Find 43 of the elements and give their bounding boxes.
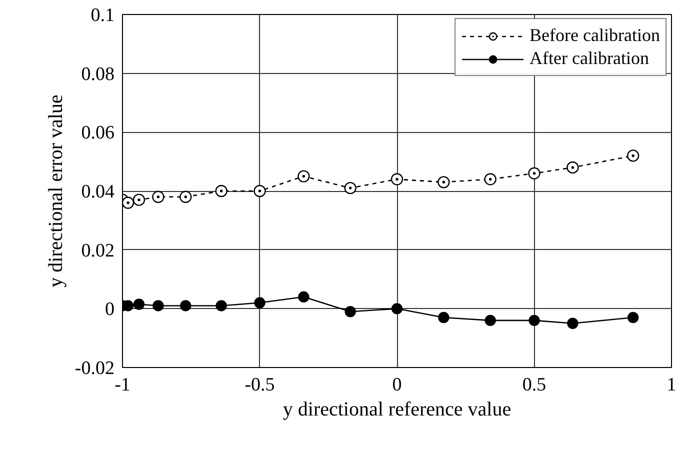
y-tick-label: 0.1 xyxy=(90,5,114,26)
point xyxy=(484,314,496,326)
y-tick-label: 0.04 xyxy=(81,182,115,202)
x-tick-label: -0.5 xyxy=(244,374,275,396)
point xyxy=(567,318,578,329)
point xyxy=(528,314,540,326)
y-axis-title: y directional error value xyxy=(44,94,67,288)
x-axis-title: y directional reference value xyxy=(282,398,512,420)
point xyxy=(528,167,540,180)
point xyxy=(122,196,134,209)
point xyxy=(152,190,164,203)
y-tick-label: 0 xyxy=(105,299,114,320)
point xyxy=(133,298,145,310)
legend-label: After calibration xyxy=(530,48,649,69)
y-tick-label: 0.08 xyxy=(81,64,114,85)
point xyxy=(215,184,228,198)
x-tick-label: 0.5 xyxy=(522,374,546,396)
y-tick-label: 0.06 xyxy=(81,122,114,144)
x-tick-label: 0 xyxy=(392,374,402,396)
point xyxy=(254,297,266,308)
y-tick-label: -0.02 xyxy=(74,358,114,379)
point xyxy=(344,182,356,194)
point xyxy=(152,300,164,312)
point xyxy=(180,300,192,312)
y-tick-label: 0.02 xyxy=(81,240,114,262)
point xyxy=(438,312,450,324)
x-tick-label: -1 xyxy=(114,374,130,396)
point xyxy=(180,190,192,203)
point xyxy=(298,291,310,302)
x-tick-label: 1 xyxy=(666,374,676,396)
point xyxy=(626,150,640,162)
point xyxy=(344,306,356,318)
point xyxy=(484,173,496,186)
point xyxy=(132,194,146,206)
legend-label: Before calibration xyxy=(530,25,660,46)
point xyxy=(438,176,450,188)
point xyxy=(566,161,579,174)
point xyxy=(390,173,404,186)
point xyxy=(627,312,639,324)
point xyxy=(254,184,266,198)
point xyxy=(216,300,227,312)
point xyxy=(298,170,310,182)
point xyxy=(391,303,403,314)
